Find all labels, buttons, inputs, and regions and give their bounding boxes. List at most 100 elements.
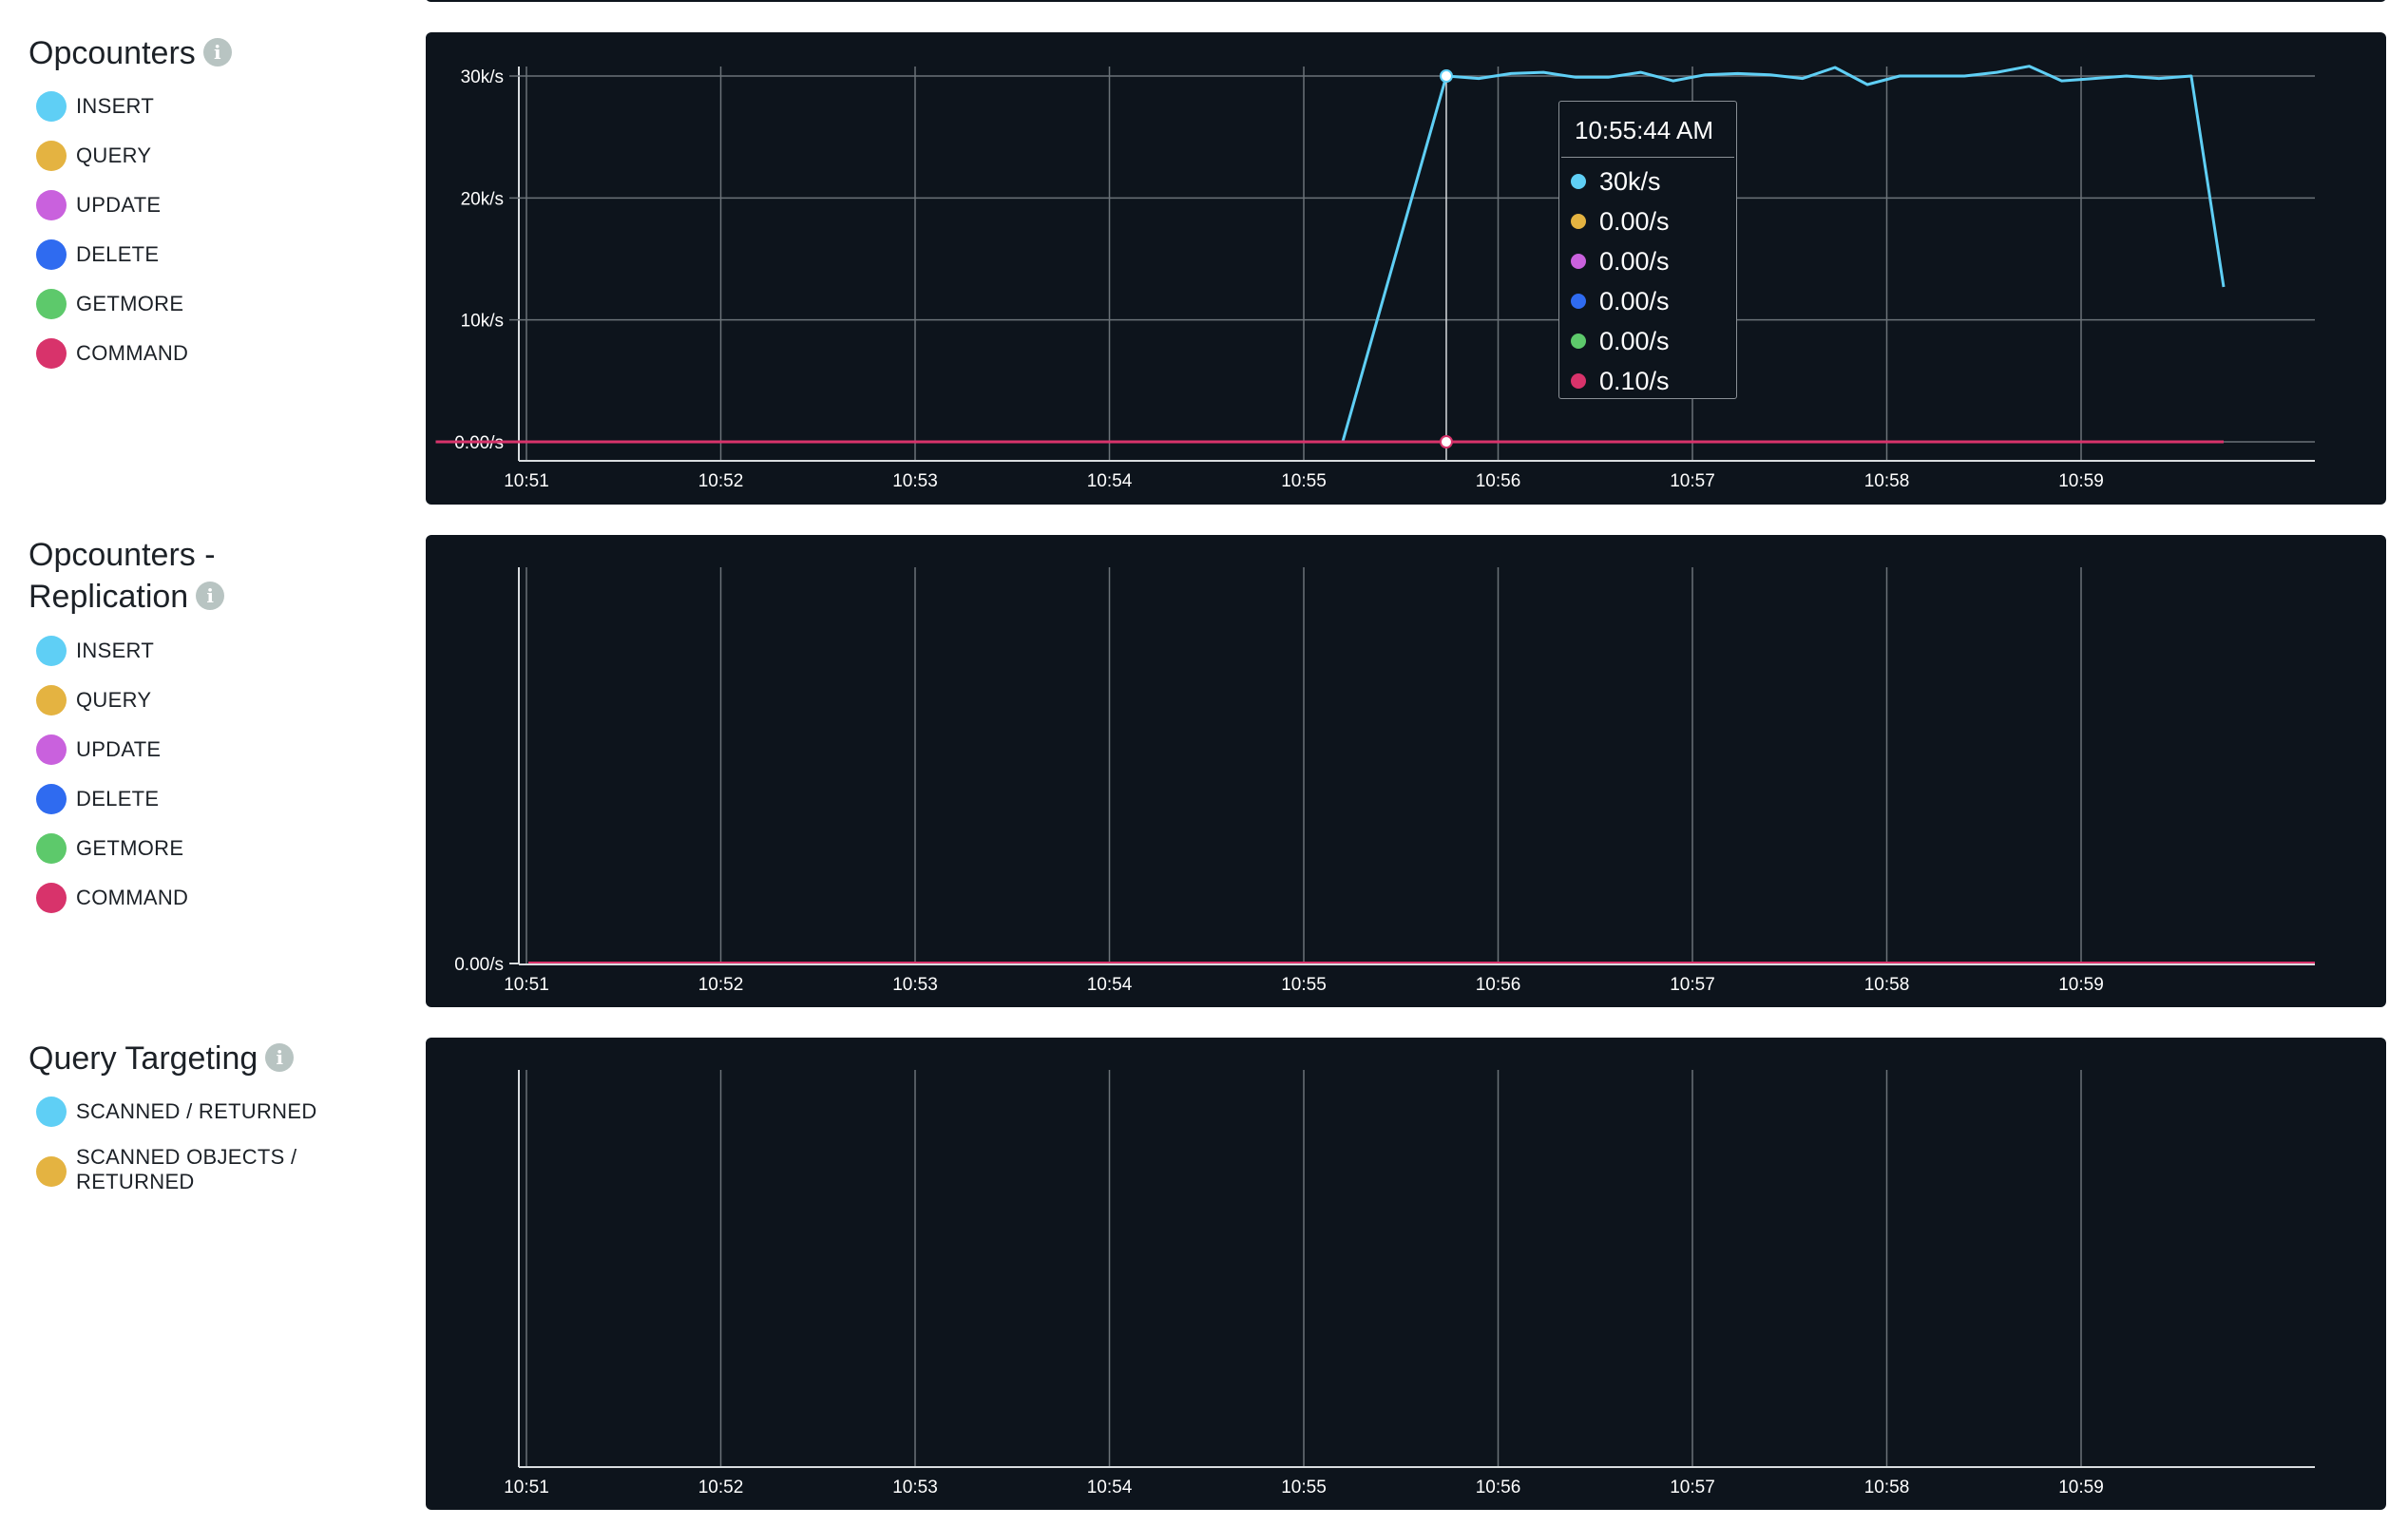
x-tick-label: 10:59 (2058, 1478, 2104, 1497)
legend-dot (36, 91, 67, 122)
y-tick-label: 30k/s (461, 67, 504, 87)
x-tick-label: 10:57 (1670, 1478, 1715, 1497)
tooltip-dot (1571, 254, 1586, 269)
legend-item-insert[interactable]: INSERT (36, 91, 154, 122)
info-icon[interactable]: i (265, 1043, 295, 1073)
legend-label: QUERY (76, 143, 152, 167)
chart-tooltip: 10:55:44 AM 30k/s 0.00/s 0.00/s 0.00/s 0… (1558, 101, 1737, 399)
info-icon[interactable]: i (196, 582, 225, 611)
tooltip-row-update: 0.00/s (1559, 241, 1736, 281)
x-tick-label: 10:53 (892, 471, 938, 491)
tooltip-row-delete: 0.00/s (1559, 281, 1736, 321)
opcounters-replication-chart-svg: 10:51 10:52 10:53 10:54 10:55 10:56 10:57 10:58… (454, 567, 2315, 995)
legend-item-command[interactable]: COMMAND (36, 883, 189, 913)
legend-dot (36, 833, 67, 864)
x-tick-label: 10:58 (1864, 975, 1910, 995)
legend-item-query[interactable]: QUERY (36, 685, 152, 715)
tooltip-dot (1571, 294, 1586, 309)
x-tick-label: 10:55 (1281, 975, 1327, 995)
legend-item-scanned-objects-returned[interactable]: SCANNED OBJECTS / RETURNED (36, 1145, 296, 1194)
previous-chart-panel-edge (426, 0, 2386, 2)
tooltip-dot (1571, 174, 1586, 189)
y-tick-label: 20k/s (461, 189, 504, 209)
legend-dot (36, 239, 67, 270)
x-tick-label: 10:54 (1087, 471, 1133, 491)
hover-marker-command (1439, 435, 1453, 448)
legend-label: GETMORE (76, 836, 184, 860)
replication-title-line1: Opcounters - (29, 537, 216, 573)
x-tick-label: 10:59 (2058, 975, 2104, 995)
tooltip-row-query: 0.00/s (1559, 201, 1736, 241)
hover-marker-insert (1439, 69, 1453, 83)
legend-dot (36, 734, 67, 765)
x-tick-label: 10:54 (1087, 975, 1133, 995)
tooltip-value: 0.00/s (1599, 207, 1670, 236)
legend-label: SCANNED OBJECTS / RETURNED (76, 1145, 296, 1194)
tooltip-row-insert: 30k/s (1559, 162, 1736, 201)
tooltip-row-getmore: 0.00/s (1559, 321, 1736, 361)
legend-label-line1: SCANNED OBJECTS / (76, 1145, 297, 1169)
x-tick-label: 10:59 (2058, 471, 2104, 491)
legend-item-query[interactable]: QUERY (36, 141, 152, 171)
legend-label: SCANNED / RETURNED (76, 1099, 317, 1123)
legend-item-getmore[interactable]: GETMORE (36, 289, 184, 319)
legend-item-update[interactable]: UPDATE (36, 734, 162, 765)
legend-dot (36, 289, 67, 319)
query-targeting-chart[interactable]: 10:51 10:52 10:53 10:54 10:55 10:56 10:57 10:58… (426, 1038, 2386, 1510)
x-tick-label: 10:51 (504, 975, 549, 995)
x-tick-label: 10:52 (698, 975, 744, 995)
tooltip-value: 0.10/s (1599, 367, 1670, 395)
x-tick-label: 10:55 (1281, 471, 1327, 491)
legend-item-delete[interactable]: DELETE (36, 239, 159, 270)
x-tick-label: 10:55 (1281, 1478, 1327, 1497)
x-tick-label: 10:57 (1670, 975, 1715, 995)
tooltip-value: 0.00/s (1599, 287, 1670, 315)
legend-dot (36, 338, 67, 369)
opcounters-chart[interactable]: 10:51 10:52 10:53 10:54 10:55 10:56 10:57 10:58… (426, 32, 2386, 505)
legend-item-scanned-returned[interactable]: SCANNED / RETURNED (36, 1097, 317, 1127)
x-tick-label: 10:58 (1864, 471, 1910, 491)
legend-item-delete[interactable]: DELETE (36, 784, 160, 814)
info-icon[interactable]: i (202, 38, 232, 67)
legend-dot (36, 784, 67, 814)
legend-dot (36, 141, 67, 171)
tooltip-dot (1571, 373, 1586, 389)
legend-dot (36, 190, 67, 220)
tooltip-value: 30k/s (1599, 167, 1661, 196)
legend-item-command[interactable]: COMMAND (36, 338, 189, 369)
legend-label: COMMAND (76, 886, 189, 909)
legend-label: UPDATE (76, 193, 162, 217)
replication-title-line2: Replication (29, 579, 189, 615)
legend-label: GETMORE (76, 292, 184, 315)
legend-label: UPDATE (76, 737, 162, 761)
tooltip-value: 0.00/s (1599, 247, 1670, 276)
tooltip-row-command: 0.10/s (1559, 361, 1736, 401)
x-tick-label: 10:53 (892, 1478, 938, 1497)
section-title: Opcounters - (29, 534, 216, 576)
tooltip-dot (1571, 334, 1586, 349)
opcounters-replication-chart[interactable]: 10:51 10:52 10:53 10:54 10:55 10:56 10:57 10:58… (426, 535, 2386, 1007)
legend-label: QUERY (76, 688, 152, 712)
x-tick-label: 10:56 (1476, 1478, 1521, 1497)
legend-dot (36, 883, 67, 913)
section-title: Opcounters i (29, 32, 232, 74)
legend-item-getmore[interactable]: GETMORE (36, 833, 184, 864)
opcounters-title: Opcounters (29, 35, 196, 71)
legend-label-line2: RETURNED (76, 1170, 195, 1193)
x-tick-label: 10:52 (698, 1478, 744, 1497)
x-tick-label: 10:54 (1087, 1478, 1133, 1497)
x-grid (526, 567, 2082, 964)
legend-label: COMMAND (76, 341, 189, 365)
tooltip-time: 10:55:44 AM (1561, 102, 1734, 158)
y-tick-label: 0.00/s (454, 955, 504, 975)
series-line-insert (435, 65, 2226, 444)
legend-item-update[interactable]: UPDATE (36, 190, 162, 220)
x-tick-label: 10:51 (504, 471, 549, 491)
legend-dot (36, 1156, 67, 1187)
legend-label: DELETE (76, 787, 160, 811)
section-title: Query Targeting i (29, 1038, 295, 1079)
query-targeting-chart-svg: 10:51 10:52 10:53 10:54 10:55 10:56 10:57 10:58… (504, 1070, 2315, 1497)
legend-label: INSERT (76, 639, 155, 662)
legend-item-insert[interactable]: INSERT (36, 636, 155, 666)
tooltip-value: 0.00/s (1599, 327, 1670, 355)
